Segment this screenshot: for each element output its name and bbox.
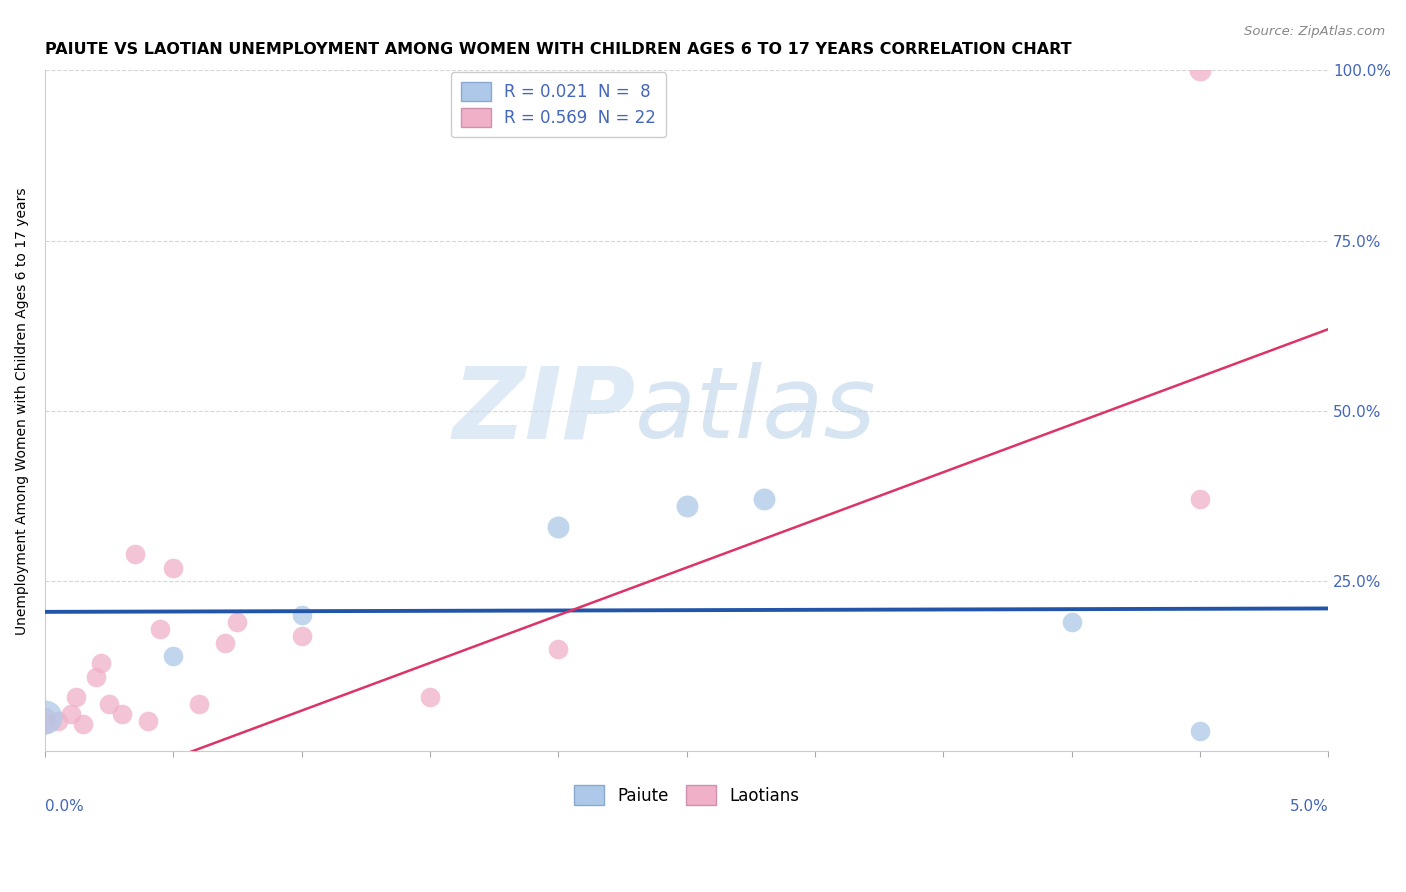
- Text: atlas: atlas: [636, 362, 877, 459]
- Point: [34, 717, 56, 731]
- Point: [291, 608, 314, 623]
- Point: [72, 717, 94, 731]
- Point: [84, 669, 107, 683]
- Text: 5.0%: 5.0%: [1289, 799, 1329, 814]
- Point: [136, 714, 159, 728]
- Text: 0.0%: 0.0%: [45, 799, 84, 814]
- Point: [1188, 492, 1211, 507]
- Point: [419, 690, 441, 704]
- Point: [226, 615, 249, 629]
- Point: [675, 500, 697, 514]
- Point: [1060, 615, 1083, 629]
- Point: [214, 635, 236, 649]
- Point: [65, 690, 87, 704]
- Point: [90, 656, 112, 670]
- Point: [547, 642, 569, 657]
- Point: [1188, 724, 1211, 739]
- Text: Source: ZipAtlas.com: Source: ZipAtlas.com: [1244, 25, 1385, 38]
- Point: [34, 710, 56, 724]
- Point: [59, 706, 82, 721]
- Point: [46, 714, 69, 728]
- Text: PAIUTE VS LAOTIAN UNEMPLOYMENT AMONG WOMEN WITH CHILDREN AGES 6 TO 17 YEARS CORR: PAIUTE VS LAOTIAN UNEMPLOYMENT AMONG WOM…: [45, 42, 1071, 57]
- Point: [752, 492, 775, 507]
- Point: [162, 560, 184, 574]
- Point: [149, 622, 172, 636]
- Point: [1188, 63, 1211, 78]
- Point: [291, 629, 314, 643]
- Point: [547, 520, 569, 534]
- Point: [34, 710, 56, 724]
- Point: [188, 697, 211, 711]
- Point: [124, 547, 146, 561]
- Point: [98, 697, 121, 711]
- Text: ZIP: ZIP: [453, 362, 636, 459]
- Point: [162, 649, 184, 664]
- Legend: Paiute, Laotians: Paiute, Laotians: [568, 779, 806, 811]
- Y-axis label: Unemployment Among Women with Children Ages 6 to 17 years: Unemployment Among Women with Children A…: [15, 187, 30, 635]
- Point: [111, 706, 134, 721]
